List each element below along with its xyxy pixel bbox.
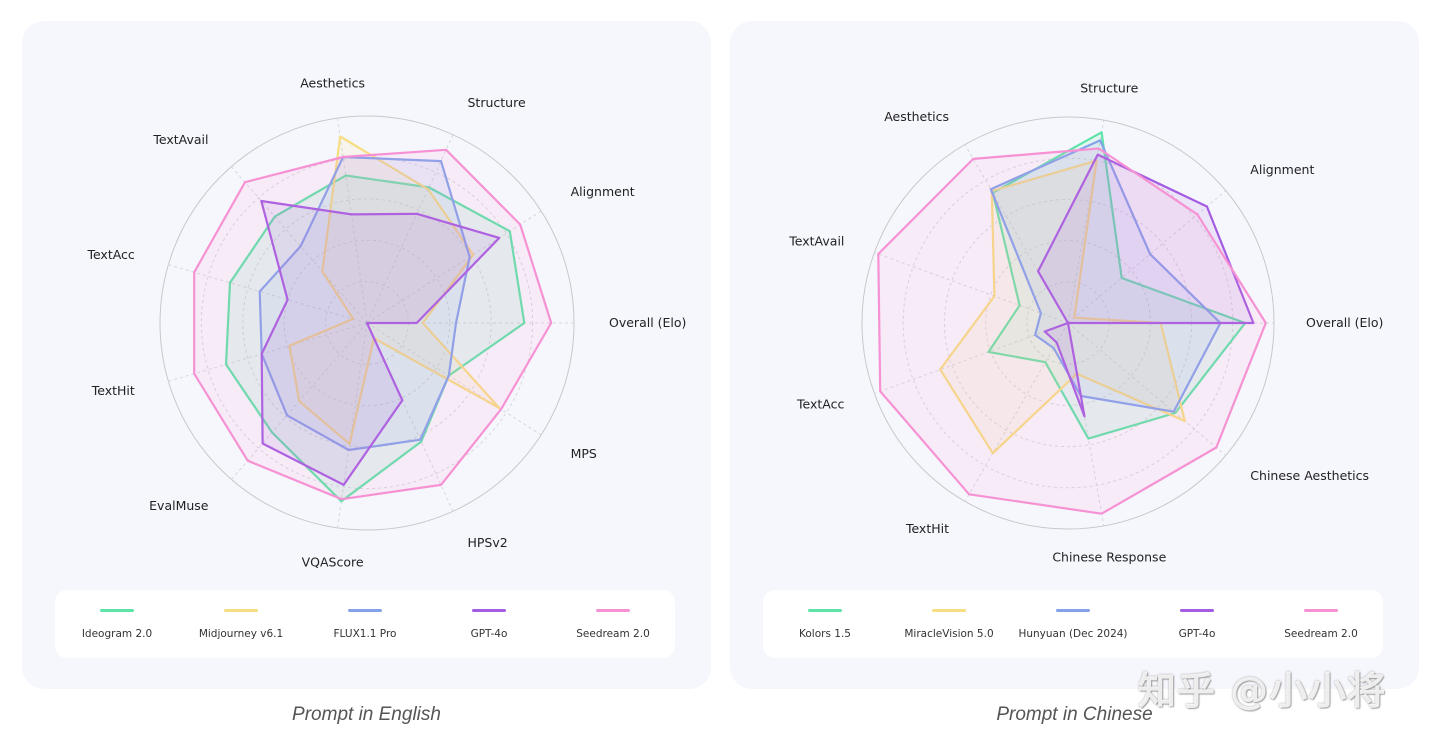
radar-grid-ring: [283, 239, 451, 407]
legend-label: Ideogram 2.0: [81, 627, 153, 640]
legend-label: Midjourney v6.1: [198, 627, 284, 640]
radar-series-miraclevision-5-0: [939, 159, 1186, 455]
legend-swatch: [932, 608, 966, 612]
axis-label-overall-elo: Overall (Elo): [609, 315, 686, 330]
caption-chinese: Prompt in Chinese: [996, 704, 1153, 725]
radar-spoke: [168, 264, 368, 324]
axis-label-chinese-response: Chinese Response: [1052, 549, 1166, 564]
legend-swatch: [1056, 608, 1090, 612]
axis-label-textavail: TextAvail: [788, 234, 844, 249]
axis-label-texthit: TextHit: [91, 383, 135, 398]
legend-swatch: [1180, 608, 1214, 612]
axis-label-texthit: TextHit: [905, 521, 949, 536]
legend-item-seedream-2-0: Seedream 2.0: [1261, 608, 1381, 640]
radar-series-kolors-1-5: [987, 131, 1247, 440]
radar-series-hunyuan-dec-2024: [989, 139, 1222, 413]
watermark: 知乎 @小小将: [1138, 669, 1387, 713]
axis-label-aesthetics: Aesthetics: [300, 76, 365, 91]
radar-spoke: [231, 166, 368, 324]
legend-label: Kolors 1.5: [799, 627, 851, 640]
axis-label-hpsv2: HPSv2: [468, 535, 508, 550]
axis-label-chinese-aesthetics: Chinese Aesthetics: [1250, 468, 1369, 483]
legend-label: FLUX1.1 Pro: [333, 627, 397, 640]
radar-series-flux1-1-pro: [258, 155, 471, 452]
axis-label-alignment: Alignment: [1250, 162, 1314, 177]
radar-grid-ring: [242, 198, 492, 448]
radar-spoke: [1067, 190, 1227, 324]
legend-swatch: [808, 608, 842, 612]
legend-swatch: [596, 608, 630, 612]
radar-spoke: [337, 322, 368, 528]
radar-spoke: [168, 322, 368, 382]
axis-label-evalmuse: EvalMuse: [149, 498, 209, 513]
axis-label-mps: MPS: [571, 446, 597, 461]
axis-label-vqascore: VQAScore: [302, 555, 364, 570]
radar-series-gpt-4o: [260, 199, 501, 486]
radar-spoke: [1067, 120, 1105, 324]
legend-chinese: Kolors 1.5 MiracleVision 5.0 Hunyuan (Dec …: [763, 590, 1383, 658]
radar-spoke: [964, 322, 1069, 502]
radar-panel-english: Overall (Elo) Alignment Structure Aesthetic…: [22, 21, 711, 689]
legend-item-miraclevision-5-0: MiracleVision 5.0: [889, 608, 1009, 640]
axis-label-textavail: TextAvail: [152, 132, 208, 147]
legend-swatch: [1304, 608, 1338, 612]
radar-spoke: [1067, 322, 1105, 526]
legend-item-hunyuan-dec-2024: Hunyuan (Dec 2024): [1013, 608, 1133, 640]
radar-spoke: [366, 322, 454, 512]
radar-chart-chinese: Overall (Elo) Alignment Structure Aesthetic…: [788, 81, 1383, 565]
legend-item-gpt-4o: GPT-4o: [429, 608, 549, 640]
radar-spoke: [366, 210, 542, 324]
radar-chart-english: Overall (Elo) Alignment Structure Aesthetic…: [86, 76, 686, 570]
radar-series-seedream-2-0: [193, 148, 553, 501]
axis-label-structure: Structure: [468, 95, 526, 110]
legend-label: Hunyuan (Dec 2024): [1018, 627, 1128, 640]
legend-english: Ideogram 2.0 Midjourney v6.1 FLUX1.1 Pro GP…: [55, 590, 675, 658]
legend-item-seedream-2-0: Seedream 2.0: [553, 608, 673, 640]
legend-item-ideogram-2-0: Ideogram 2.0: [57, 608, 177, 640]
radar-spoke: [366, 322, 542, 436]
radar-spoke: [874, 322, 1069, 394]
axis-label-textacc: TextAcc: [86, 247, 134, 262]
legend-item-gpt-4o: GPT-4o: [1137, 608, 1257, 640]
axis-label-overall-elo: Overall (Elo): [1306, 315, 1383, 330]
radar-spoke: [1067, 322, 1227, 456]
legend-item-midjourney-v6-1: Midjourney v6.1: [181, 608, 301, 640]
radar-spoke: [964, 144, 1069, 324]
legend-swatch: [224, 608, 258, 612]
caption-english: Prompt in English: [292, 704, 441, 725]
axis-label-aesthetics: Aesthetics: [884, 109, 949, 124]
axis-label-textacc: TextAcc: [796, 396, 844, 411]
legend-label: GPT-4o: [470, 627, 508, 640]
radar-spoke: [366, 134, 454, 324]
radar-series-seedream-2-0: [877, 147, 1267, 515]
axis-label-alignment: Alignment: [571, 184, 635, 199]
radar-series-gpt-4o: [1037, 153, 1255, 418]
legend-swatch: [348, 608, 382, 612]
legend-swatch: [100, 608, 134, 612]
legend-label: Seedream 2.0: [1284, 627, 1358, 640]
legend-label: MiracleVision 5.0: [904, 627, 994, 640]
radar-spoke: [337, 118, 368, 324]
legend-swatch: [472, 608, 506, 612]
radar-panel-chinese: Overall (Elo) Alignment Structure Aesthetic…: [730, 21, 1419, 689]
legend-item-kolors-1-5: Kolors 1.5: [765, 608, 885, 640]
legend-item-flux1-1-pro: FLUX1.1 Pro: [305, 608, 425, 640]
radar-spoke: [874, 252, 1069, 324]
axis-label-structure: Structure: [1080, 81, 1138, 96]
legend-label: Seedream 2.0: [576, 627, 650, 640]
legend-label: GPT-4o: [1178, 627, 1216, 640]
